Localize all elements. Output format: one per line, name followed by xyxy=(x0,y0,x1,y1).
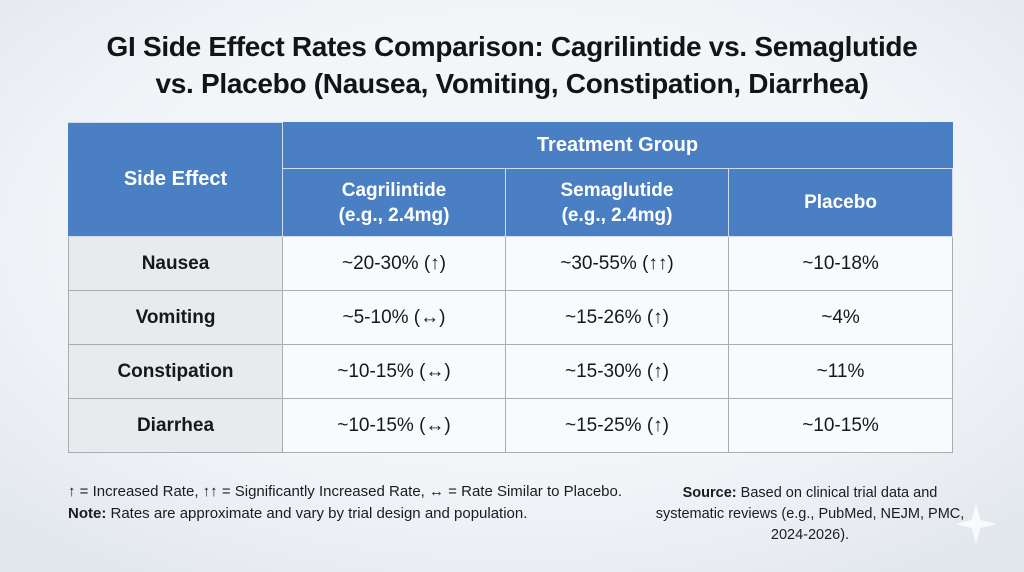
comparison-table: Side Effect Treatment Group Cagrilintide… xyxy=(68,122,953,453)
header-placebo: Placebo xyxy=(728,168,953,237)
cell-constipation-cagrilintide: ~10-15% (↔) xyxy=(282,344,506,399)
header-cagrilintide-name: Cagrilintide xyxy=(341,179,447,201)
note-text: Rates are approximate and vary by trial … xyxy=(106,505,528,522)
header-placebo-name: Placebo xyxy=(804,192,877,213)
source-footnote: Source: Based on clinical trial data and… xyxy=(650,483,970,546)
comparison-table-container: Side Effect Treatment Group Cagrilintide… xyxy=(68,122,953,453)
cell-nausea-semaglutide: ~30-55% (↑↑) xyxy=(505,236,729,291)
cell-vomiting-semaglutide: ~15-26% (↑) xyxy=(505,290,729,345)
header-treatment-group: Treatment Group xyxy=(282,122,953,169)
page-title-line1: GI Side Effect Rates Comparison: Cagrili… xyxy=(106,31,918,62)
header-cagrilintide: Cagrilintide (e.g., 2.4mg) xyxy=(282,168,506,237)
row-label-vomiting: Vomiting xyxy=(68,290,283,345)
cell-constipation-semaglutide: ~15-30% (↑) xyxy=(505,344,729,399)
cell-vomiting-cagrilintide: ~5-10% (↔) xyxy=(282,290,506,345)
cell-nausea-placebo: ~10-18% xyxy=(728,236,953,291)
header-semaglutide-name: Semaglutide xyxy=(560,179,674,201)
row-label-nausea: Nausea xyxy=(68,236,283,291)
table-row-nausea: Nausea ~20-30% (↑) ~30-55% (↑↑) ~10-18% xyxy=(68,236,953,291)
source-label: Source: xyxy=(682,485,737,501)
cell-constipation-placebo: ~11% xyxy=(728,344,953,399)
cell-vomiting-placebo: ~4% xyxy=(728,290,953,345)
header-semaglutide-dose: (e.g., 2.4mg) xyxy=(561,204,673,226)
table-row-vomiting: Vomiting ~5-10% (↔) ~15-26% (↑) ~4% xyxy=(68,290,953,345)
legend-footnote: ↑ = Increased Rate, ↑↑ = Significantly I… xyxy=(68,481,643,525)
note-label: Note: xyxy=(68,505,107,522)
page-title-line2: vs. Placebo (Nausea, Vomiting, Constipat… xyxy=(155,68,869,99)
table-row-diarrhea: Diarrhea ~10-15% (↔) ~15-25% (↑) ~10-15% xyxy=(68,398,953,453)
cell-diarrhea-semaglutide: ~15-25% (↑) xyxy=(505,398,729,453)
header-cagrilintide-dose: (e.g., 2.4mg) xyxy=(338,204,450,226)
header-side-effect: Side Effect xyxy=(68,122,283,237)
header-semaglutide: Semaglutide (e.g., 2.4mg) xyxy=(505,168,729,237)
cell-nausea-cagrilintide: ~20-30% (↑) xyxy=(282,236,506,291)
legend-text: ↑ = Increased Rate, ↑↑ = Significantly I… xyxy=(68,483,623,500)
cell-diarrhea-cagrilintide: ~10-15% (↔) xyxy=(282,398,506,453)
page-title: GI Side Effect Rates Comparison: Cagrili… xyxy=(0,28,1024,102)
table-row-constipation: Constipation ~10-15% (↔) ~15-30% (↑) ~11… xyxy=(68,344,953,399)
source-text: Based on clinical trial data and systema… xyxy=(655,485,965,543)
cell-diarrhea-placebo: ~10-15% xyxy=(728,398,953,453)
row-label-diarrhea: Diarrhea xyxy=(68,398,283,453)
row-label-constipation: Constipation xyxy=(68,344,283,399)
